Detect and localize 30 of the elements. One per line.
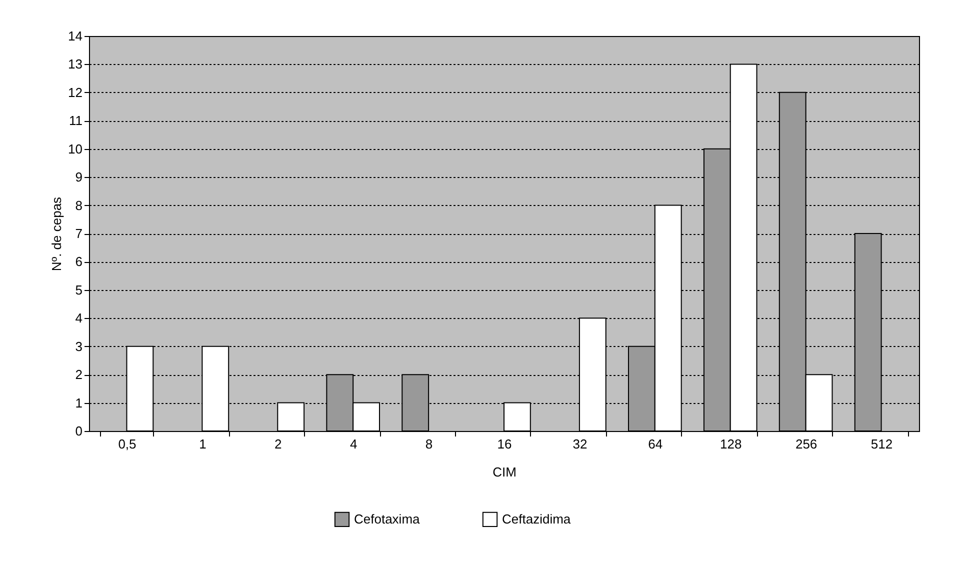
y-tick-label: 6 — [75, 254, 82, 270]
y-tick-label: 7 — [75, 226, 82, 241]
x-tick-label: 8 — [425, 436, 433, 452]
x-tick-label: 128 — [720, 436, 742, 452]
x-tick-label: 256 — [795, 436, 818, 452]
y-tick-label: 5 — [75, 282, 82, 298]
x-tick-label: 2 — [274, 436, 282, 452]
x-tick-label: 0,5 — [118, 436, 136, 452]
y-tick-label: 0 — [75, 424, 82, 438]
x-tick-label: 1 — [199, 436, 206, 452]
y-tick-label: 2 — [75, 367, 82, 382]
y-tick-label: 12 — [68, 84, 82, 100]
y-tick-label: 1 — [75, 395, 82, 410]
x-axis-title: CIM — [492, 464, 516, 480]
y-tick-label: 11 — [69, 113, 82, 128]
legend-label: Ceftazidima — [502, 511, 572, 526]
y-tick-label: 4 — [75, 310, 82, 326]
x-tick-label: 32 — [572, 436, 588, 452]
x-tick-label: 512 — [870, 436, 893, 452]
y-tick-label: 3 — [75, 338, 82, 354]
y-tick-label: 10 — [68, 141, 82, 156]
x-tick-label: 4 — [350, 436, 358, 452]
legend-label: Cefotaxima — [354, 511, 421, 526]
y-tick-label: 14 — [68, 28, 82, 44]
y-axis-title: Nº. de cepas — [49, 196, 64, 272]
y-tick-label: 13 — [68, 56, 82, 72]
x-tick-label: 64 — [648, 436, 663, 452]
y-tick-label: 8 — [75, 198, 82, 213]
y-tick-label: 9 — [75, 170, 82, 185]
x-tick-label: 16 — [497, 436, 512, 452]
